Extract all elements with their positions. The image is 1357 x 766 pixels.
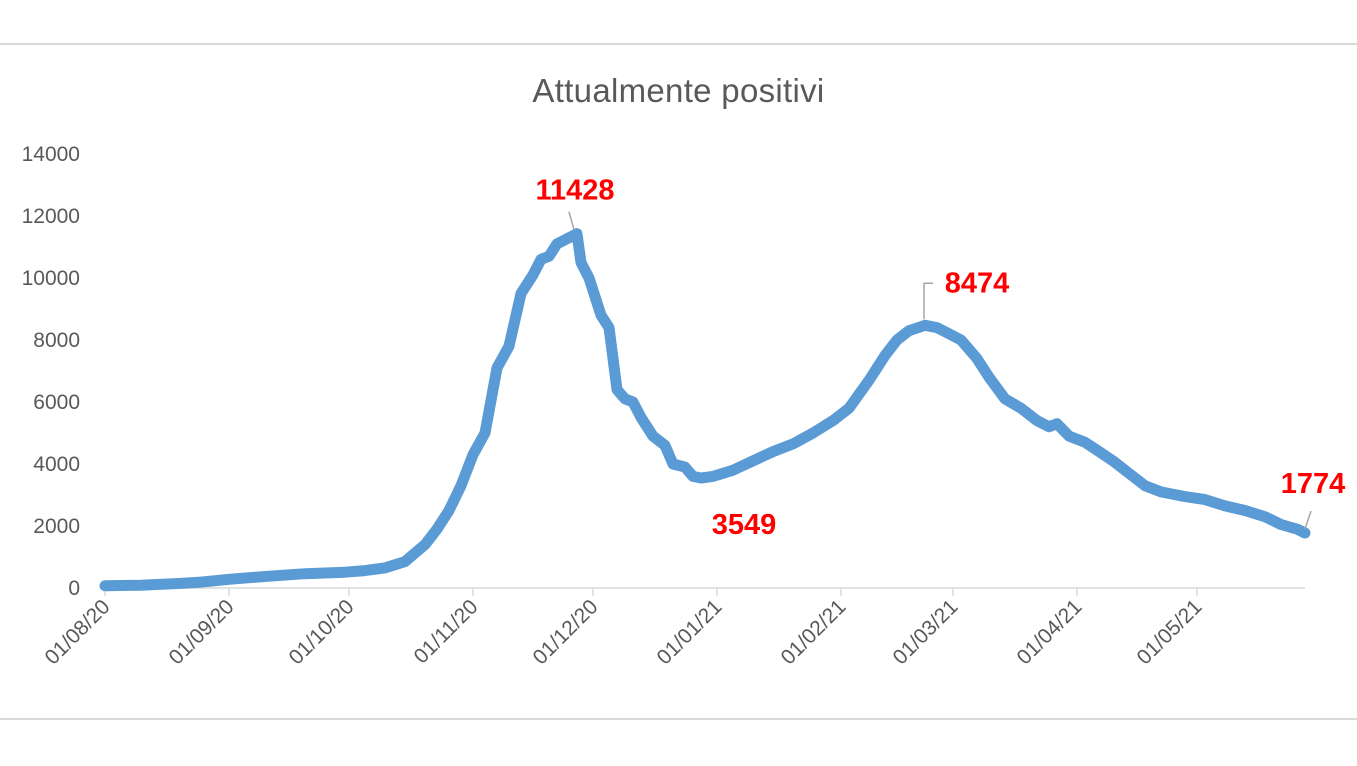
data-label-leader	[923, 282, 933, 320]
y-tick-label: 4000	[33, 453, 80, 476]
x-tick-label: 01/12/20	[528, 595, 602, 669]
x-tick-label: 01/03/21	[888, 595, 962, 669]
data-label: 8474	[945, 267, 1010, 299]
x-tick-label: 01/05/21	[1132, 595, 1206, 669]
x-tick-label: 01/11/20	[410, 595, 483, 668]
data-label-layer: 11428 3549 8474 1774	[535, 175, 1345, 541]
x-axis: 01/08/20 01/09/20 01/10/20 01/11/20 01/12/20…	[40, 587, 1305, 669]
x-tick-label: 01/08/20	[40, 595, 114, 669]
data-label: 11428	[535, 175, 614, 207]
data-label: 3549	[712, 509, 777, 541]
y-tick-label: 2000	[33, 515, 80, 538]
y-tick-label: 14000	[22, 143, 80, 166]
y-axis: 0 2000 4000 6000 8000 10000 12000 14000	[22, 143, 80, 600]
x-tick-label: 01/04/21	[1012, 595, 1086, 669]
series-line	[99, 228, 1311, 592]
y-tick-label: 0	[68, 577, 80, 600]
data-label-leader	[1304, 510, 1312, 530]
x-tick-label: 01/01/21	[652, 595, 726, 669]
chart-title: Attualmente positivi	[532, 72, 825, 109]
data-label: 1774	[1281, 468, 1346, 500]
y-tick-label: 12000	[22, 205, 80, 228]
y-tick-label: 6000	[33, 391, 80, 414]
data-label-leader	[568, 211, 575, 230]
x-tick-label: 01/09/20	[164, 595, 238, 669]
y-tick-label: 10000	[22, 267, 80, 290]
y-tick-label: 8000	[33, 329, 80, 352]
x-tick-label: 01/10/20	[284, 595, 358, 669]
series-layer	[99, 228, 1311, 592]
top-divider	[0, 43, 1357, 45]
x-tick-label: 01/02/21	[776, 595, 850, 669]
bottom-divider	[0, 718, 1357, 720]
